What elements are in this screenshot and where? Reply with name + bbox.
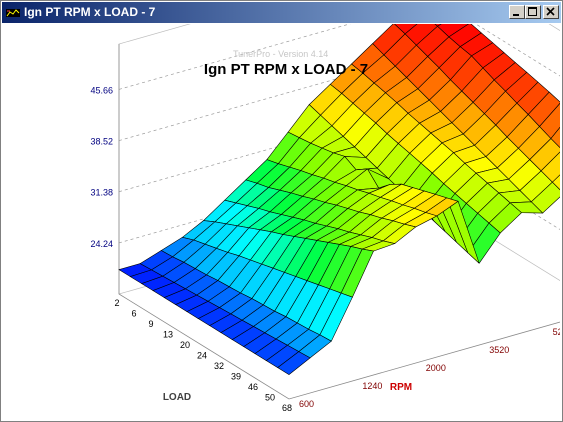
- chart-title: Ign PT RPM x LOAD - 7: [203, 61, 369, 78]
- z-tick-label-left: 38.52: [90, 137, 113, 147]
- maximize-button[interactable]: [525, 5, 541, 19]
- load-tick-label: 46: [248, 382, 258, 392]
- load-tick-label: 2: [114, 298, 119, 308]
- z-tick-label-left: 24.24: [90, 239, 113, 249]
- rpm-tick-label: 5200: [553, 327, 560, 337]
- load-tick-label: 32: [214, 361, 224, 371]
- chart-area: 24.2424.2431.3831.3838.5238.5245.6645.66…: [3, 24, 560, 420]
- load-tick-label: 13: [163, 330, 173, 340]
- window-title: Ign PT RPM x LOAD - 7: [24, 5, 156, 19]
- rpm-tick-label: 1240: [362, 381, 382, 391]
- close-button[interactable]: [543, 5, 559, 19]
- surface-cell: [277, 351, 311, 375]
- rpm-tick-label: 3520: [489, 345, 509, 355]
- z-gridline: [118, 24, 560, 90]
- load-axis-label: LOAD: [163, 392, 191, 403]
- load-tick-label: 20: [180, 340, 190, 350]
- surface-plot: 24.2424.2431.3831.3838.5238.5245.6645.66…: [90, 24, 560, 413]
- load-tick-label: 24: [197, 351, 207, 361]
- rpm-tick-label: 600: [299, 399, 314, 409]
- load-tick-label: 9: [148, 319, 153, 329]
- minimize-button[interactable]: [509, 5, 525, 19]
- watermark-text: TunerPro - Version 4.14: [233, 49, 329, 59]
- load-tick-label: 68: [282, 403, 292, 413]
- title-bar[interactable]: Ign PT RPM x LOAD - 7: [2, 2, 561, 23]
- z-tick-label-left: 45.66: [90, 85, 113, 95]
- rpm-axis-label: RPM: [390, 382, 412, 393]
- z-tick-label-left: 31.38: [90, 188, 113, 198]
- surface-cell: [434, 24, 442, 27]
- rpm-tick-label: 2000: [426, 363, 446, 373]
- app-icon: [5, 5, 21, 20]
- load-tick-label: 6: [131, 309, 136, 319]
- floor-edge: [118, 293, 560, 400]
- load-tick-label: 50: [265, 393, 275, 403]
- load-tick-label: 39: [231, 372, 241, 382]
